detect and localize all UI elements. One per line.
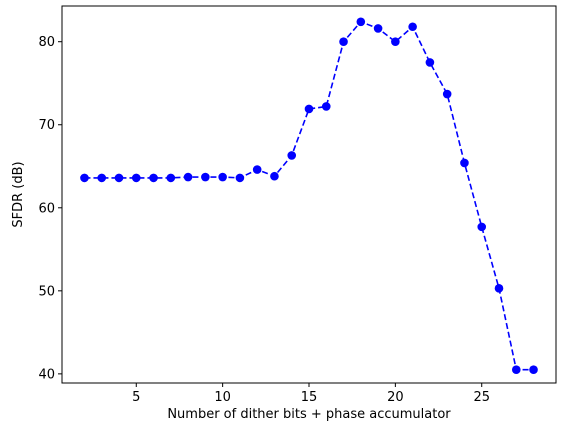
x-tick-label: 25 (473, 390, 490, 405)
data-point (494, 284, 504, 293)
data-point (356, 17, 366, 27)
data-point (131, 173, 141, 183)
y-tick-label: 40 (38, 367, 55, 382)
data-point (80, 173, 89, 183)
x-tick-label: 5 (132, 390, 140, 405)
data-point (425, 58, 435, 67)
data-point (460, 158, 469, 168)
y-tick-label: 70 (38, 118, 55, 133)
data-point (149, 173, 158, 183)
data-point (287, 151, 297, 160)
data-point (183, 172, 193, 182)
data-point (201, 172, 210, 182)
data-point (408, 22, 417, 32)
y-tick-label: 50 (38, 284, 55, 299)
plot-background (62, 6, 556, 383)
x-tick-label: 10 (214, 390, 231, 405)
data-point (391, 37, 400, 47)
x-tick-label: 15 (301, 390, 318, 405)
data-point (529, 365, 538, 375)
data-point (252, 165, 262, 174)
y-tick-label: 80 (38, 35, 55, 50)
data-point (321, 102, 331, 111)
data-point (511, 365, 521, 375)
data-point (166, 173, 176, 183)
x-axis-label: Number of dither bits + phase accumulato… (167, 407, 451, 422)
data-point (97, 173, 107, 183)
data-point (114, 173, 124, 183)
y-axis-label: SFDR (dB) (11, 161, 26, 227)
series-layer (80, 17, 538, 375)
data-point (442, 89, 452, 99)
data-point (373, 24, 383, 33)
data-point (270, 171, 279, 181)
y-tick-label: 60 (38, 201, 55, 216)
data-point (218, 172, 227, 182)
data-point (304, 104, 314, 114)
data-point (339, 37, 348, 47)
x-axis-ticks: 5 10 15 20 25 (132, 383, 490, 405)
data-point (477, 222, 487, 232)
y-axis-ticks: 40 50 60 70 80 (38, 35, 62, 382)
data-point (235, 173, 245, 183)
series-line (84, 20, 534, 371)
x-tick-label: 20 (387, 390, 404, 405)
